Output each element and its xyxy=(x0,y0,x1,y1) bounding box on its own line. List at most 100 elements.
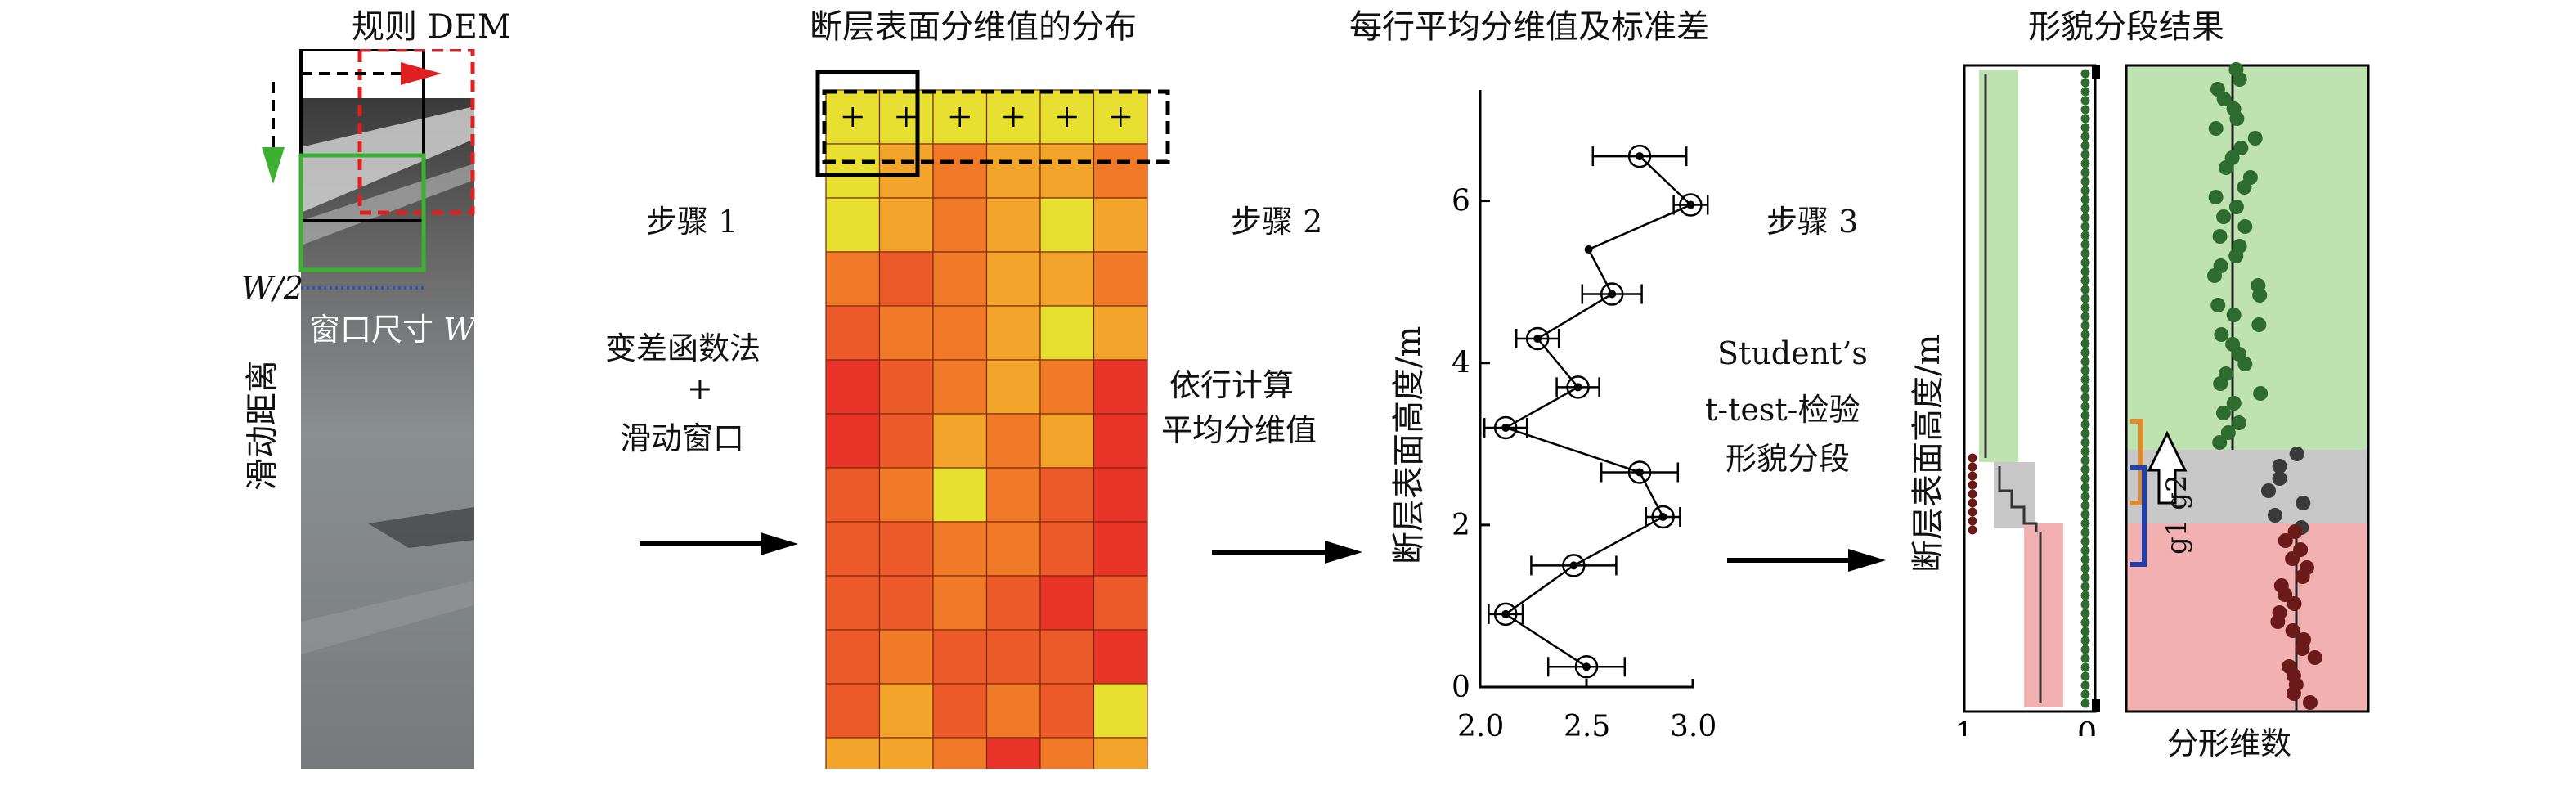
left-dot xyxy=(2080,600,2090,609)
grid-cell xyxy=(1093,413,1148,469)
left-dot xyxy=(2080,114,2090,124)
left-red-band xyxy=(2024,523,2063,707)
green-dot xyxy=(2216,209,2232,224)
left-dot xyxy=(2080,393,2090,402)
left-dot xyxy=(2080,689,2090,699)
grid-cell xyxy=(825,737,881,769)
data-point xyxy=(1582,662,1591,671)
left-dot-columns xyxy=(1968,69,2090,708)
g2-bracket xyxy=(2130,465,2147,567)
green-dot xyxy=(2228,249,2244,263)
green-dot xyxy=(2213,376,2228,391)
left-dot xyxy=(2080,582,2090,591)
plus-icon xyxy=(1003,107,1024,127)
grid-cell xyxy=(985,575,1041,631)
left-dot xyxy=(2080,501,2090,510)
left-dot xyxy=(2080,321,2090,330)
grid-cell xyxy=(985,143,1041,199)
gray-dot xyxy=(2260,483,2276,498)
panel4-ylabel: 断层表面高度/m xyxy=(1910,334,1947,573)
grid-cell xyxy=(825,305,881,361)
left-dot xyxy=(2080,78,2090,88)
grid-cell xyxy=(932,359,988,415)
left-dot xyxy=(2080,573,2090,582)
panel2-title: 断层表面分维值的分布 xyxy=(810,8,1137,46)
left-dot xyxy=(2080,123,2090,132)
right-dots xyxy=(2207,62,2322,710)
slide-down-arrow-icon xyxy=(262,147,285,184)
left-dot xyxy=(2080,69,2090,79)
grid-cell xyxy=(1093,683,1148,739)
grid-window-black xyxy=(815,70,920,177)
xtick-right: 0 xyxy=(2077,716,2097,736)
window-size-label: 窗口尺寸 W xyxy=(309,312,476,348)
window-box-black xyxy=(299,49,425,222)
series-line xyxy=(1503,155,1693,668)
data-point xyxy=(1501,609,1510,618)
left-dot xyxy=(1968,453,1977,463)
left-dot xyxy=(2080,87,2090,97)
data-point-circle xyxy=(1566,375,1590,399)
left-dot xyxy=(2080,465,2090,474)
left-dot xyxy=(1968,471,1977,481)
left-dot xyxy=(1968,480,1977,490)
plus-icon xyxy=(1111,107,1131,127)
grid-cell xyxy=(1039,521,1095,577)
grid-cell xyxy=(1093,737,1148,769)
left-dot xyxy=(2080,213,2090,222)
green-dot xyxy=(2219,160,2234,175)
left-dot xyxy=(2080,240,2090,249)
step3-arrow-icon xyxy=(1727,549,1886,572)
grid-cell xyxy=(878,251,934,307)
green-dot xyxy=(2247,131,2263,146)
left-dot xyxy=(2080,357,2090,366)
grid-cell xyxy=(1093,305,1148,361)
green-dot xyxy=(2208,190,2224,204)
grid-cell xyxy=(1093,521,1148,577)
left-dot xyxy=(2080,654,2090,663)
red-dot xyxy=(2295,641,2310,656)
left-dot xyxy=(2080,537,2090,546)
left-dot xyxy=(2080,285,2090,294)
grid-row-dashed xyxy=(822,89,1170,164)
green-dot xyxy=(2253,386,2269,401)
data-point-circle xyxy=(1493,602,1518,627)
left-dot xyxy=(2080,698,2090,708)
grid-cell xyxy=(825,521,881,577)
red-dot xyxy=(2287,524,2303,539)
left-dot xyxy=(2080,456,2090,465)
grid-cell xyxy=(1039,359,1095,415)
grid-cell xyxy=(878,629,934,685)
data-point xyxy=(1573,383,1582,392)
y-tick-label: 2 xyxy=(1452,509,1470,542)
left-dot xyxy=(1968,462,1977,472)
left-dot xyxy=(2080,564,2090,573)
left-dot xyxy=(2080,249,2090,258)
left-dot xyxy=(2080,366,2090,375)
grid-cell xyxy=(878,305,934,361)
left-dot xyxy=(2080,402,2090,411)
grid-cell xyxy=(985,521,1041,577)
plus-icon xyxy=(842,107,863,127)
left-dot xyxy=(2080,645,2090,654)
step2-arrow-icon xyxy=(1212,541,1362,564)
window-box-red-dashed xyxy=(357,49,475,215)
step1-line2: + xyxy=(687,371,713,406)
left-dot xyxy=(2080,204,2090,213)
gray-dot xyxy=(2267,508,2282,523)
grid-cell xyxy=(878,197,934,253)
grid-cell xyxy=(878,521,934,577)
left-dot xyxy=(2080,662,2090,672)
panel4-title: 形貌分段结果 xyxy=(2028,8,2224,46)
y-tick-label: 4 xyxy=(1452,347,1470,380)
segmentation-figure: 1 0 xyxy=(1954,62,2370,736)
left-dot xyxy=(2080,96,2090,106)
grid-cell xyxy=(1093,629,1148,685)
green-dot xyxy=(2208,121,2224,136)
x-tick-label: 2.5 xyxy=(1564,710,1610,743)
green-dot xyxy=(2251,317,2267,332)
green-dot xyxy=(2252,288,2268,303)
red-dot xyxy=(2285,551,2300,566)
data-point-circle xyxy=(1651,505,1675,529)
panel3-title: 每行平均分维值及标准差 xyxy=(1349,8,1709,46)
